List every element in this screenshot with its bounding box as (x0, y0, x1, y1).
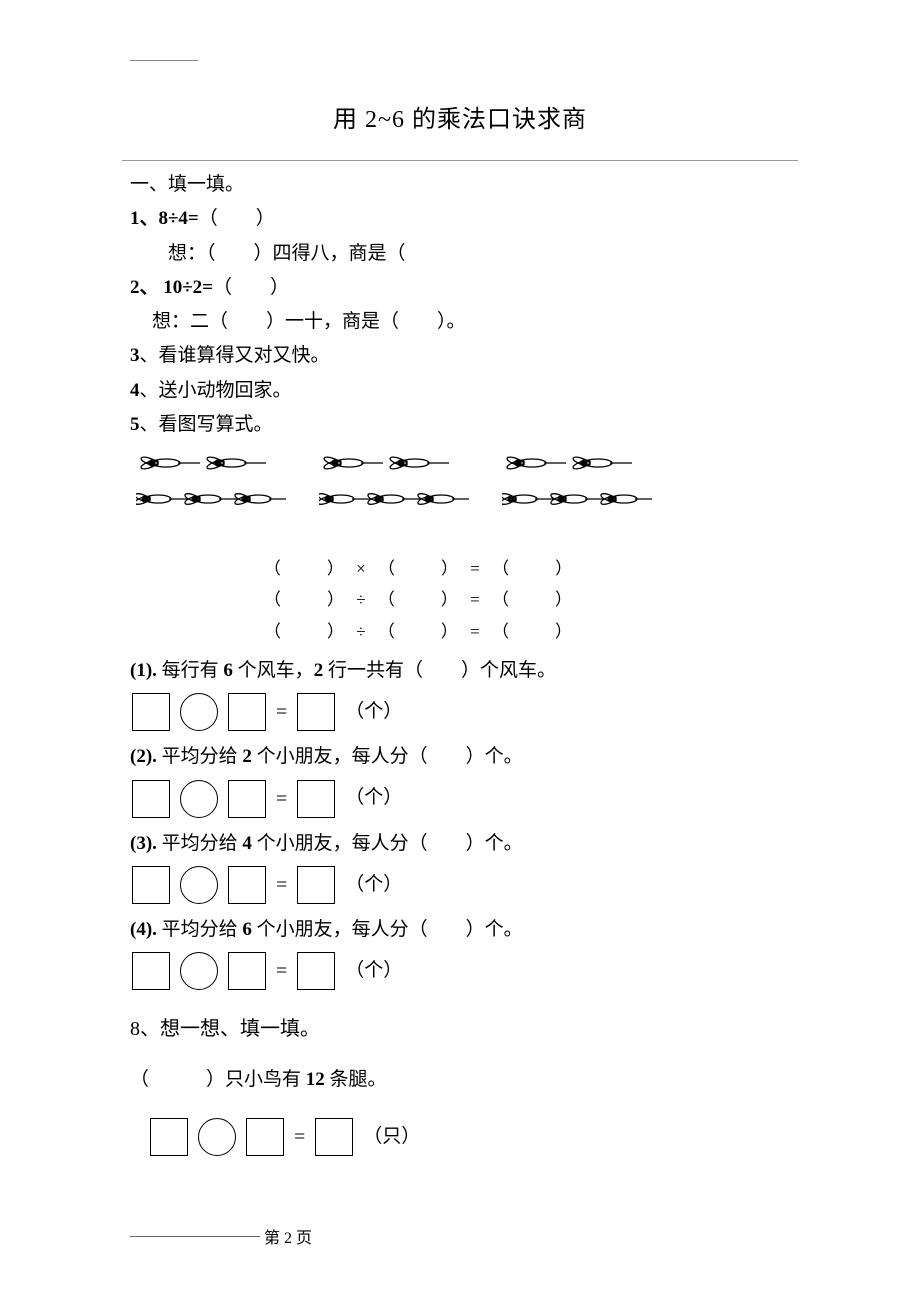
dragonfly-group (502, 449, 652, 538)
operator-circle (180, 866, 218, 904)
question-1: 1、8÷4=（ ） (130, 203, 790, 235)
operator-circle (180, 952, 218, 990)
sub3-label: (3). (130, 833, 157, 854)
dragonfly-figure (136, 449, 790, 538)
unit-label: （个） (345, 955, 402, 987)
answer-box (132, 952, 170, 990)
footer-rule (130, 1236, 260, 1237)
unit-label: （只） (363, 1121, 420, 1153)
sub1-label: (1). (130, 660, 157, 681)
question-8: 8、想一想、填一填。 (130, 1012, 790, 1046)
section-heading: 一、填一填。 (130, 169, 790, 201)
sub2-text: 平均分给 2 个小朋友，每人分（ ）个。 (157, 746, 523, 767)
answer-box-row: = （个） (132, 780, 790, 818)
unit-label: （个） (345, 782, 402, 814)
answer-box (150, 1118, 188, 1156)
sub1-text: 每行有 6 个风车，2 行一共有（ ）个风车。 (157, 660, 556, 681)
equals-sign: = (276, 695, 287, 729)
answer-box (132, 780, 170, 818)
q2-label: 2、 10÷2= (130, 277, 213, 298)
equals-sign: = (276, 868, 287, 902)
title-underline (122, 160, 798, 161)
page-footer: 第 2 页 (130, 1224, 312, 1248)
question-3: 33、看谁算得又对又快。、看谁算得又对又快。 (130, 340, 790, 372)
sub-question-1: (1). 每行有 6 个风车，2 行一共有（ ）个风车。 (130, 655, 790, 687)
unit-label: （个） (345, 869, 402, 901)
answer-box-row: = （个） (132, 952, 790, 990)
footer-page-number: 第 2 页 (264, 1224, 312, 1248)
answer-box (297, 780, 335, 818)
q2-think: 想：二（ ）一十，商是（ ）。 (130, 306, 790, 338)
answer-box (228, 952, 266, 990)
sub-question-3: (3). 平均分给 4 个小朋友，每人分（ ）个。 (130, 828, 790, 860)
q2-blank: （ ） (213, 277, 289, 298)
question-5: 5、看图写算式。 (130, 409, 790, 441)
answer-box (297, 866, 335, 904)
sub-question-4: (4). 平均分给 6 个小朋友，每人分（ ）个。 (130, 914, 790, 946)
equals-sign: = (276, 782, 287, 816)
sub-question-2: (2). 平均分给 2 个小朋友，每人分（ ）个。 (130, 741, 790, 773)
header-rule (130, 60, 198, 61)
q1-blank: （ ） (199, 208, 275, 229)
equation-line: （ ） × （ ） = （ ） (240, 553, 600, 584)
answer-box (228, 866, 266, 904)
question-4: 4、送小动物回家。 (130, 375, 790, 407)
equation-line: （ ） ÷ （ ） = （ ） (240, 584, 600, 615)
equation-line: （ ） ÷ （ ） = （ ） (240, 616, 600, 647)
q1-think: 想：（ ）四得八，商是（ (130, 238, 790, 270)
answer-box (246, 1118, 284, 1156)
sub4-label: (4). (130, 919, 157, 940)
answer-box-row: = （个） (132, 693, 790, 731)
page-title: 用 2~6 的乘法口诀求商 (130, 99, 790, 134)
operator-circle (180, 780, 218, 818)
answer-box-row: = （个） (132, 866, 790, 904)
answer-box (132, 693, 170, 731)
answer-box (315, 1118, 353, 1156)
q8-subtext: （ ）只小鸟有 12 条腿。 (130, 1064, 790, 1096)
unit-label: （个） (345, 696, 402, 728)
sub3-text: 平均分给 4 个小朋友，每人分（ ）个。 (157, 833, 523, 854)
answer-box (228, 693, 266, 731)
answer-box (297, 693, 335, 731)
sub2-label: (2). (130, 746, 157, 767)
dragonfly-group (319, 449, 469, 538)
q1-label: 1、8÷4= (130, 208, 199, 229)
question-2: 2、 10÷2=（ ） (130, 272, 790, 304)
operator-circle (180, 693, 218, 731)
operator-circle (198, 1118, 236, 1156)
content-body: 一、填一填。 1、8÷4=（ ） 想：（ ）四得八，商是（ 2、 10÷2=（ … (130, 169, 790, 1156)
answer-box-row: = （只） (150, 1118, 790, 1156)
dragonfly-group (136, 449, 286, 538)
answer-box (132, 866, 170, 904)
sub4-text: 平均分给 6 个小朋友，每人分（ ）个。 (157, 919, 523, 940)
equation-block: （ ） × （ ） = （ ） （ ） ÷ （ ） = （ ） （ ） ÷ （ … (240, 553, 600, 647)
equals-sign: = (294, 1120, 305, 1154)
answer-box (297, 952, 335, 990)
equals-sign: = (276, 954, 287, 988)
answer-box (228, 780, 266, 818)
